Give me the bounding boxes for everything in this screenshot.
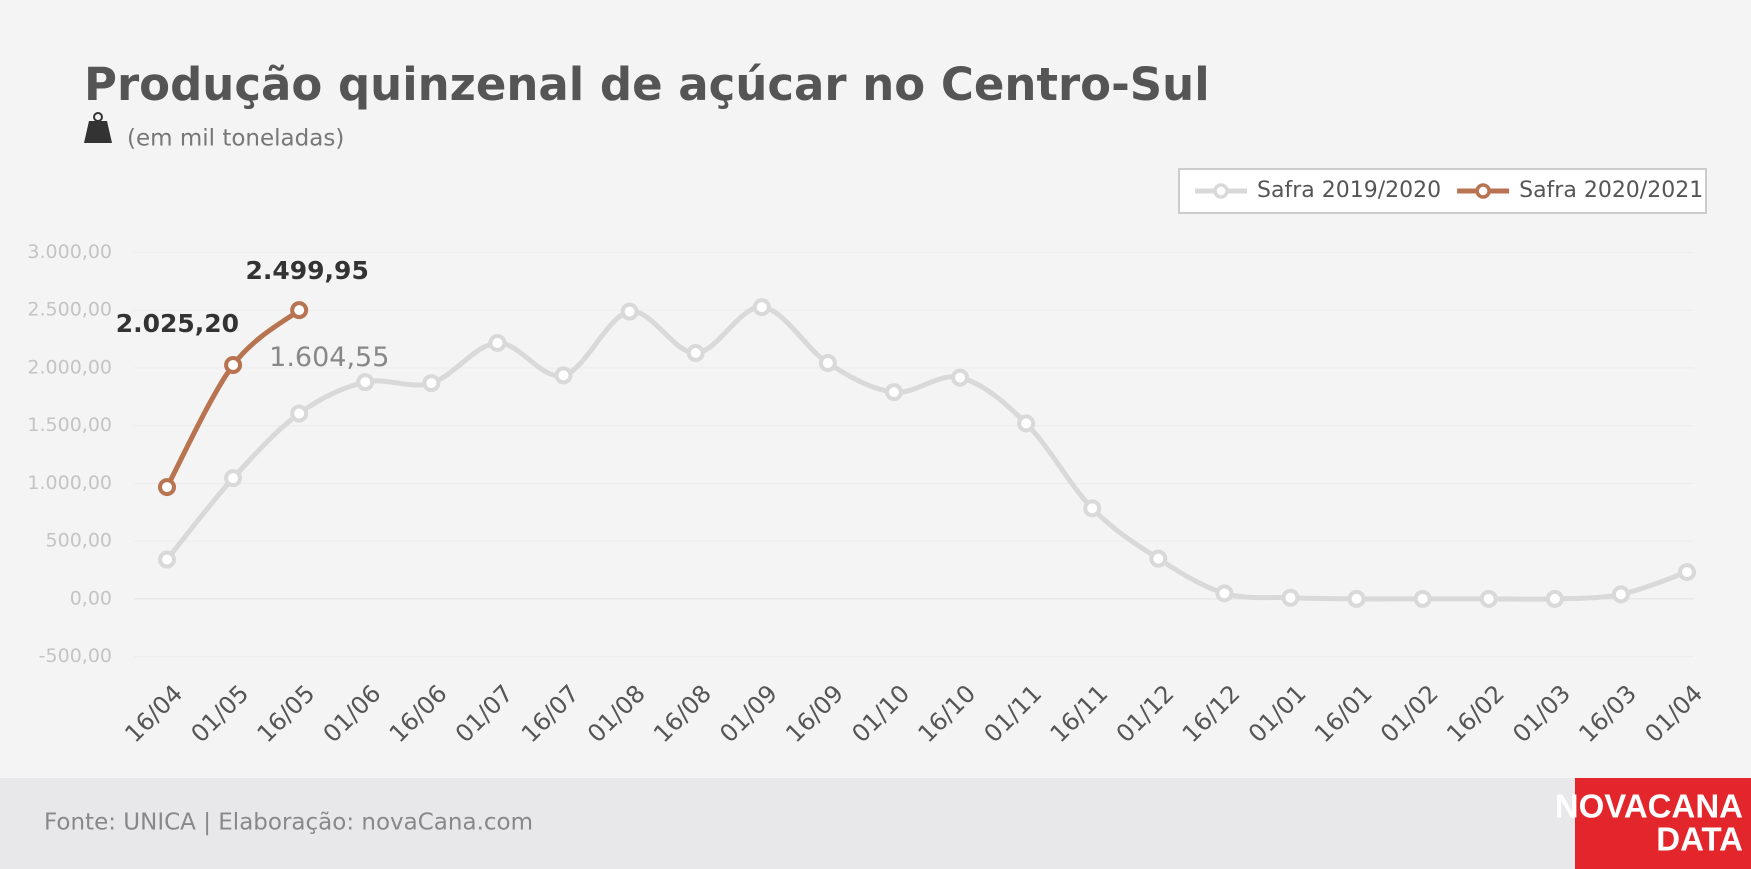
data-point (1611, 585, 1630, 604)
legend-label: Safra 2020/2021 (1519, 178, 1703, 203)
y-tick-label: 2.500,00 (27, 299, 112, 321)
source: Fonte: UNICA | Elaboração: novaCana.com (44, 810, 533, 836)
y-tick-label: 1.000,00 (27, 472, 112, 494)
value-label: 2.025,20 (116, 309, 239, 338)
brand-text: NOVACANA (1555, 788, 1743, 825)
data-point (422, 374, 441, 393)
data-point (1281, 588, 1300, 607)
value-label: 2.499,95 (245, 256, 368, 285)
data-point (1413, 589, 1432, 608)
legend-marker (1213, 183, 1229, 199)
data-point (620, 302, 639, 321)
data-point (224, 355, 243, 374)
data-point (1083, 499, 1102, 518)
chart-subtitle: (em mil toneladas) (127, 126, 344, 152)
data-point (554, 366, 573, 385)
data-point (290, 404, 309, 423)
brand-logo (1575, 778, 1751, 869)
data-point (488, 333, 507, 352)
data-point (1149, 549, 1168, 568)
data-point (1017, 414, 1036, 433)
legend-label: Safra 2019/2020 (1257, 178, 1441, 203)
data-point (1215, 584, 1234, 603)
data-point (356, 373, 375, 392)
value-label: 1.604,55 (269, 342, 389, 373)
data-point (752, 298, 771, 317)
data-point (290, 301, 309, 320)
data-point (951, 368, 970, 387)
y-tick-label: -500,00 (39, 645, 112, 667)
data-point (224, 469, 243, 488)
data-point (158, 550, 176, 569)
data-point (1545, 589, 1564, 608)
legend-marker (1475, 183, 1491, 199)
data-point (1479, 589, 1498, 608)
data-point (818, 354, 837, 373)
weight-icon (84, 112, 112, 143)
legend-box (1178, 168, 1707, 214)
y-tick-label: 1.500,00 (27, 414, 112, 436)
y-tick-label: 3.000,00 (27, 241, 112, 263)
data-point (158, 478, 176, 497)
y-tick-label: 500,00 (46, 530, 112, 552)
brand-text: DATA (1656, 821, 1743, 858)
chart-title: Produção quinzenal de açúcar no Centro-S… (84, 58, 1210, 111)
y-tick-label: 2.000,00 (27, 356, 112, 378)
data-point (884, 383, 903, 402)
footer (0, 778, 1751, 869)
data-point (686, 343, 705, 362)
data-point (1678, 563, 1696, 582)
y-tick-label: 0,00 (70, 587, 112, 609)
data-point (1347, 589, 1366, 608)
